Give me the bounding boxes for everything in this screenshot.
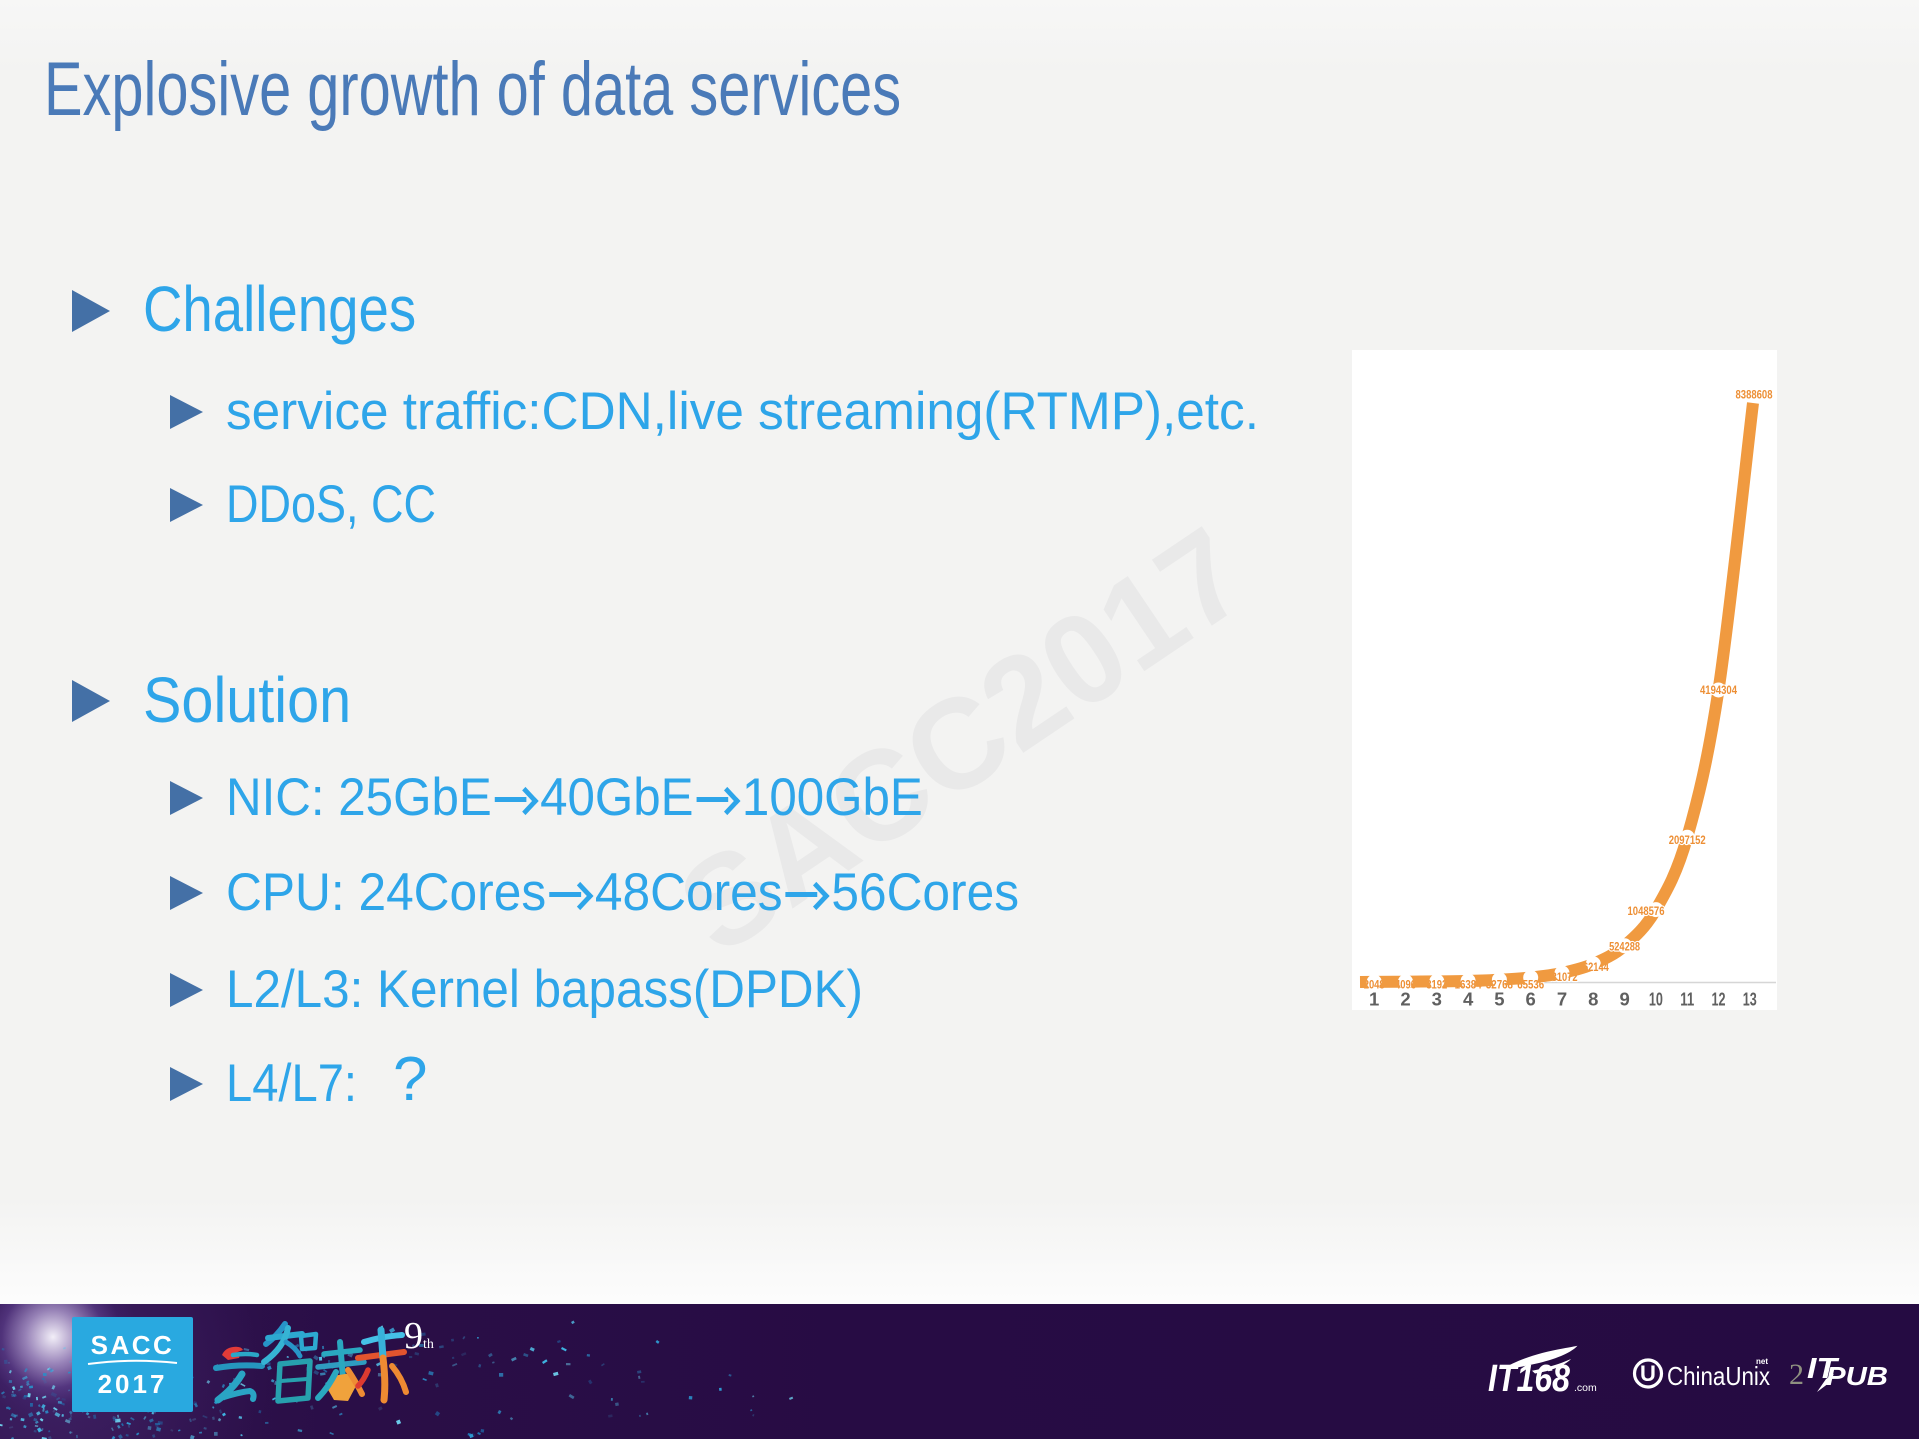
svg-text:7: 7 xyxy=(1557,989,1567,1010)
svg-text:8: 8 xyxy=(1588,989,1598,1010)
svg-text:9: 9 xyxy=(1619,989,1629,1010)
svg-text:2097152: 2097152 xyxy=(1669,833,1706,847)
svg-text:13: 13 xyxy=(1743,989,1757,1010)
svg-text:U: U xyxy=(1640,1361,1656,1386)
svg-text:ChinaUnix: ChinaUnix xyxy=(1667,1361,1770,1391)
svg-text:524288: 524288 xyxy=(1609,940,1640,954)
svg-text:IT: IT xyxy=(1807,1353,1840,1385)
svg-text:1048576: 1048576 xyxy=(1628,904,1665,918)
svg-text:5: 5 xyxy=(1494,989,1504,1010)
svg-text:3: 3 xyxy=(1432,989,1442,1010)
svg-text:IT168: IT168 xyxy=(1488,1358,1571,1400)
svg-text:4: 4 xyxy=(1463,989,1474,1010)
svg-text:4194304: 4194304 xyxy=(1700,683,1737,697)
svg-text:6: 6 xyxy=(1526,989,1536,1010)
svg-text:10: 10 xyxy=(1649,989,1663,1010)
svg-text:2: 2 xyxy=(1400,989,1410,1010)
svg-text:8388608: 8388608 xyxy=(1736,388,1773,402)
svg-text:1: 1 xyxy=(1369,989,1379,1010)
svg-text:PUB: PUB xyxy=(1826,1361,1888,1391)
svg-text:12: 12 xyxy=(1712,989,1726,1010)
svg-text:11: 11 xyxy=(1680,989,1694,1010)
svg-text:.com: .com xyxy=(1574,1382,1597,1394)
svg-text:net: net xyxy=(1756,1357,1768,1366)
